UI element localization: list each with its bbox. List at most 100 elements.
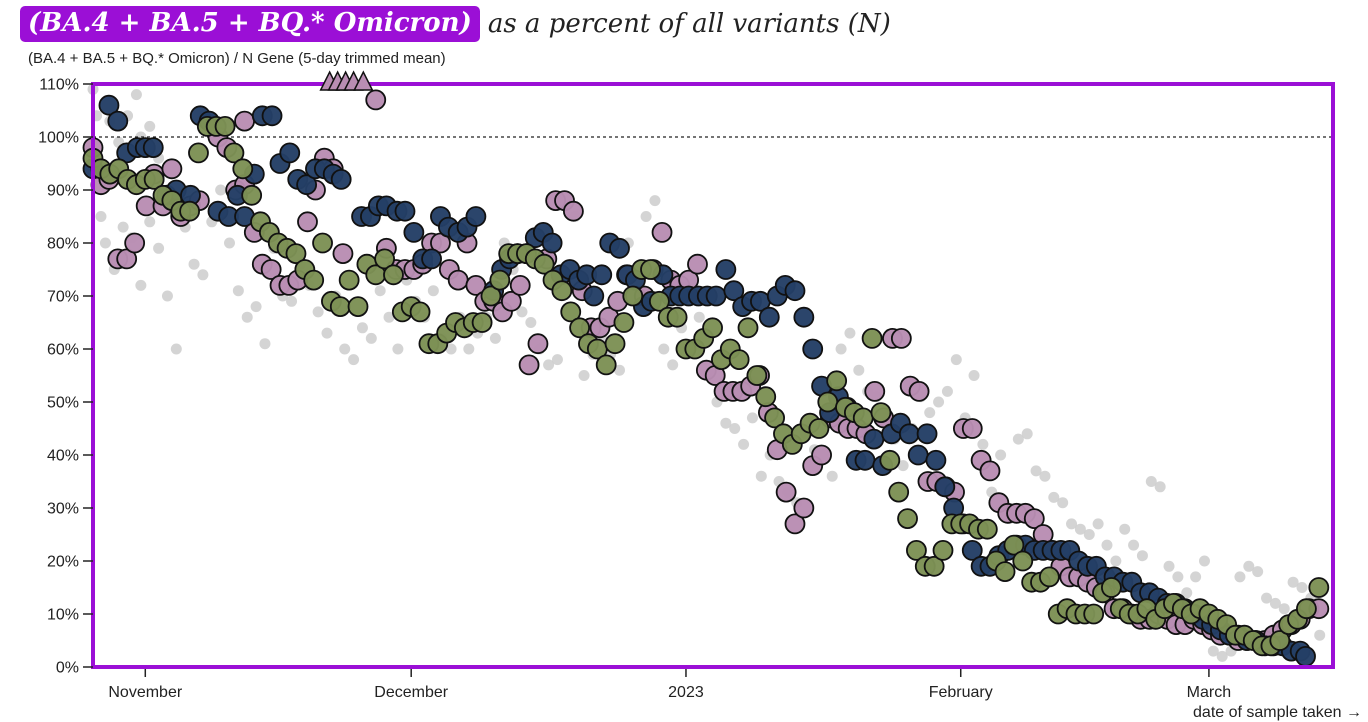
background-point <box>1198 555 1210 567</box>
background-point <box>489 332 501 344</box>
navy-point <box>705 285 727 307</box>
background-point <box>1128 539 1140 551</box>
navy-point <box>925 449 947 471</box>
y-tick-label: 110% <box>39 77 79 94</box>
background-point <box>232 285 244 297</box>
olive-point <box>569 317 591 339</box>
background-point <box>1101 539 1113 551</box>
background-point <box>853 364 865 376</box>
background-point <box>667 359 679 371</box>
olive-point <box>489 269 511 291</box>
navy-point <box>961 540 983 561</box>
olive-point <box>1308 577 1330 598</box>
background-point <box>321 327 333 339</box>
background-point <box>365 332 377 344</box>
x-tick-label: February <box>929 684 993 701</box>
olive-point <box>1038 566 1060 588</box>
background-point <box>95 211 107 222</box>
olive-point <box>338 269 360 291</box>
x-axis-title: date of sample taken → <box>1193 704 1362 721</box>
background-point <box>383 311 395 323</box>
background-point <box>463 343 475 355</box>
background-point <box>950 354 962 366</box>
navy-point <box>715 259 737 280</box>
navy-point <box>261 105 283 127</box>
background-point <box>1207 645 1219 657</box>
olive-point <box>214 116 236 137</box>
background-point <box>1110 555 1122 567</box>
plot-frame <box>91 82 1335 669</box>
background-point <box>1314 629 1326 641</box>
background-point <box>1119 523 1131 535</box>
navy-point <box>279 142 301 164</box>
olive-point <box>648 290 670 312</box>
mauve-point <box>775 481 797 503</box>
background-point <box>578 370 590 381</box>
mauve-point <box>687 253 708 275</box>
background-point <box>551 354 563 366</box>
background-point <box>1181 587 1193 599</box>
mauve-point <box>260 259 282 280</box>
background-point <box>130 89 142 101</box>
mauve-point <box>908 380 930 402</box>
navy-point <box>98 94 120 116</box>
background-point <box>1030 465 1042 477</box>
background-point <box>445 343 457 355</box>
background-point <box>924 407 936 419</box>
olive-point <box>728 349 750 371</box>
olive-point <box>702 317 723 339</box>
background-point <box>1074 523 1086 535</box>
background-point <box>543 359 555 371</box>
background-point <box>658 343 670 355</box>
background-point <box>1021 428 1033 440</box>
x-tick-label: December <box>374 684 448 701</box>
mauve-point <box>811 444 832 466</box>
background-point <box>1136 550 1148 562</box>
navy-point <box>394 200 416 222</box>
background-point <box>1287 576 1299 588</box>
olive-point <box>888 481 910 503</box>
navy-point <box>583 285 605 307</box>
background-point <box>348 354 360 366</box>
background-point <box>649 195 661 207</box>
background-point <box>286 295 298 307</box>
y-axis: 0% 10% 20% 30% 40% 50% 60% 70% 80% 90% 100% 110% <box>38 77 93 677</box>
background-point <box>729 423 741 434</box>
navy-point <box>465 206 487 227</box>
olive-point <box>303 269 325 291</box>
navy-point <box>296 174 318 196</box>
navy-point <box>784 280 806 302</box>
olive-point <box>1101 577 1122 598</box>
background-point <box>1234 571 1246 583</box>
background-point <box>1269 597 1281 609</box>
olive-point <box>666 306 688 328</box>
background-point <box>1252 566 1264 578</box>
navy-point <box>609 237 630 259</box>
navy-point <box>802 338 824 360</box>
olive-point <box>826 370 848 392</box>
background-point <box>223 237 235 249</box>
olive-point <box>764 407 786 429</box>
navy-point <box>107 110 129 132</box>
background-point <box>117 221 129 233</box>
background-point <box>1278 603 1290 615</box>
mauve-point <box>890 327 912 349</box>
olive-point <box>383 264 404 286</box>
background-point <box>339 343 351 355</box>
olive-point <box>143 168 165 190</box>
olive-point <box>808 418 830 439</box>
background-point <box>312 306 324 318</box>
background-point <box>755 470 767 482</box>
olive-point <box>755 386 777 408</box>
olive-point <box>817 391 839 413</box>
olive-point <box>1003 534 1025 556</box>
background-point <box>374 285 386 297</box>
olive-point <box>1269 630 1291 651</box>
background-point <box>356 322 368 334</box>
olive-point <box>737 317 759 339</box>
overflow-markers <box>319 70 374 91</box>
background-point <box>746 412 758 424</box>
background-point <box>1296 582 1308 593</box>
mauve-point <box>864 380 886 402</box>
